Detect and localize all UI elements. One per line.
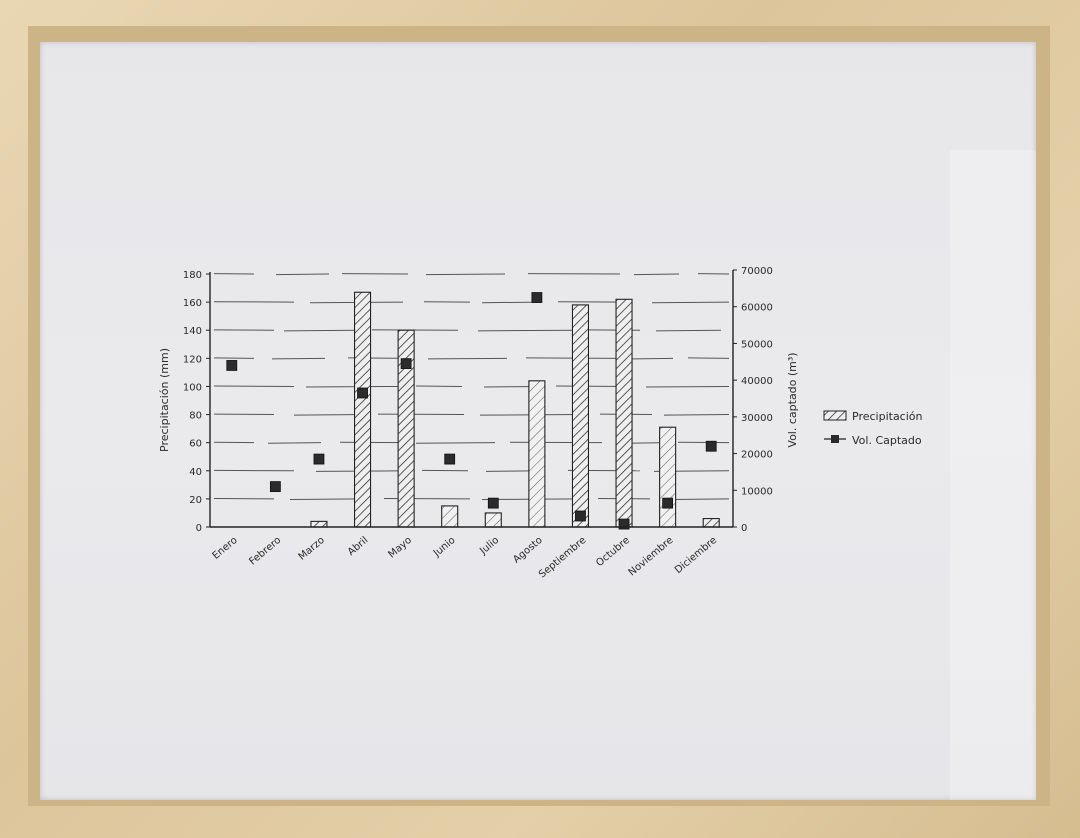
legend: Precipitación Vol. Captado [823,410,923,447]
bar-marzo [310,520,328,528]
gridline-segment [663,414,730,416]
legend-marker-vol [831,435,839,443]
bar-septiembre [571,304,590,528]
x-tick-label-junio: Junio [431,535,458,560]
point-agosto [531,292,543,303]
right-tick-label: 70000 [741,266,773,277]
x-tick-label-mayo: Mayo [386,535,414,561]
x-tick-label-diciembre: Diciembre [673,535,719,576]
gridline-segment [267,442,322,444]
gridline-segment [415,442,496,444]
x-tick-label-febrero: Febrero [247,535,283,568]
right-tick-label: 10000 [741,486,773,497]
point-marzo [313,453,325,465]
legend-label-precipitacion: Precipitación [852,410,923,423]
gridline-segment [305,385,400,388]
point-abril [357,387,368,399]
legend-swatch-precipitacion [823,410,847,421]
point-enero [226,360,238,371]
left-tick-label: 0 [196,523,202,534]
left-tick-label: 160 [183,298,202,309]
right-tick-label: 50000 [741,339,773,350]
gridlines [213,273,730,500]
left-tick-labels: 0 20 40 60 80 100 120 140 160 180 [183,270,210,534]
bar-junio [441,505,459,528]
bar-noviembre [659,426,677,528]
gridline-segment [655,329,722,332]
gridline-segment [671,498,730,500]
axes [209,270,734,528]
gridline-segment [633,273,680,276]
bar-agosto [528,380,546,528]
point-febrero [269,481,281,493]
right-tick-labels: 0 10000 20000 30000 40000 50000 60000 70000 [733,266,773,534]
gridline-segment [481,301,542,304]
left-tick-label: 120 [183,354,202,365]
gridline-segment [627,357,674,360]
right-tick-label: 0 [741,523,747,534]
paper-highlight [950,150,1036,800]
x-tick-label-marzo: Marzo [297,535,327,563]
x-tick-label-enero: Enero [211,535,240,562]
left-tick-label: 140 [183,326,202,337]
x-tick-label-noviembre: Noviembre [627,535,676,579]
right-tick-label: 30000 [741,413,773,424]
legend-label-vol: Vol. Captado [852,434,922,447]
right-tick-label: 20000 [741,450,773,461]
gridline-segment [651,301,730,304]
left-tick-label: 100 [183,382,202,393]
bar-series [310,291,720,528]
point-junio [444,453,456,465]
point-noviembre [662,497,674,509]
x-tick-label-agosto: Agosto [511,535,545,566]
left-tick-label: 20 [189,495,202,506]
point-septiembre [575,510,586,522]
gridline-segment [645,385,730,388]
x-tick-label-septiembre: Septiembre [537,535,588,581]
y2-axis-title: Vol. captado (m³) [786,352,799,447]
left-tick-label: 60 [189,439,202,450]
gridline-segment [283,329,358,332]
x-tick-label-abril: Abril [346,535,371,558]
left-tick-label: 80 [189,411,202,422]
right-tick-label: 60000 [741,303,773,314]
point-mayo [400,358,412,370]
x-tick-label-octubre: Octubre [594,535,632,569]
x-tick-label-julio: Julio [477,535,501,558]
bar-julio [484,512,502,528]
gridline-segment [477,329,578,332]
gridline-segment [289,498,364,500]
x-tick-labels: Enero Febrero Marzo Abril Mayo Junio Julio Agos… [211,535,720,581]
bar-abril [353,291,372,528]
point-julio [487,497,499,509]
left-tick-label: 40 [189,467,202,478]
left-tick-label: 180 [183,270,202,281]
bar-octubre [615,298,633,528]
bar-diciembre [702,518,720,528]
gridline-segment [275,273,330,276]
scatter-series [226,292,717,530]
point-octubre [618,518,630,530]
gridline-segment [427,357,508,360]
gridline-segment [425,273,506,276]
point-diciembre [705,440,717,452]
y-axis-title: Precipitación (mm) [158,348,171,452]
right-tick-label: 40000 [741,376,773,387]
gridline-segment [271,357,326,360]
